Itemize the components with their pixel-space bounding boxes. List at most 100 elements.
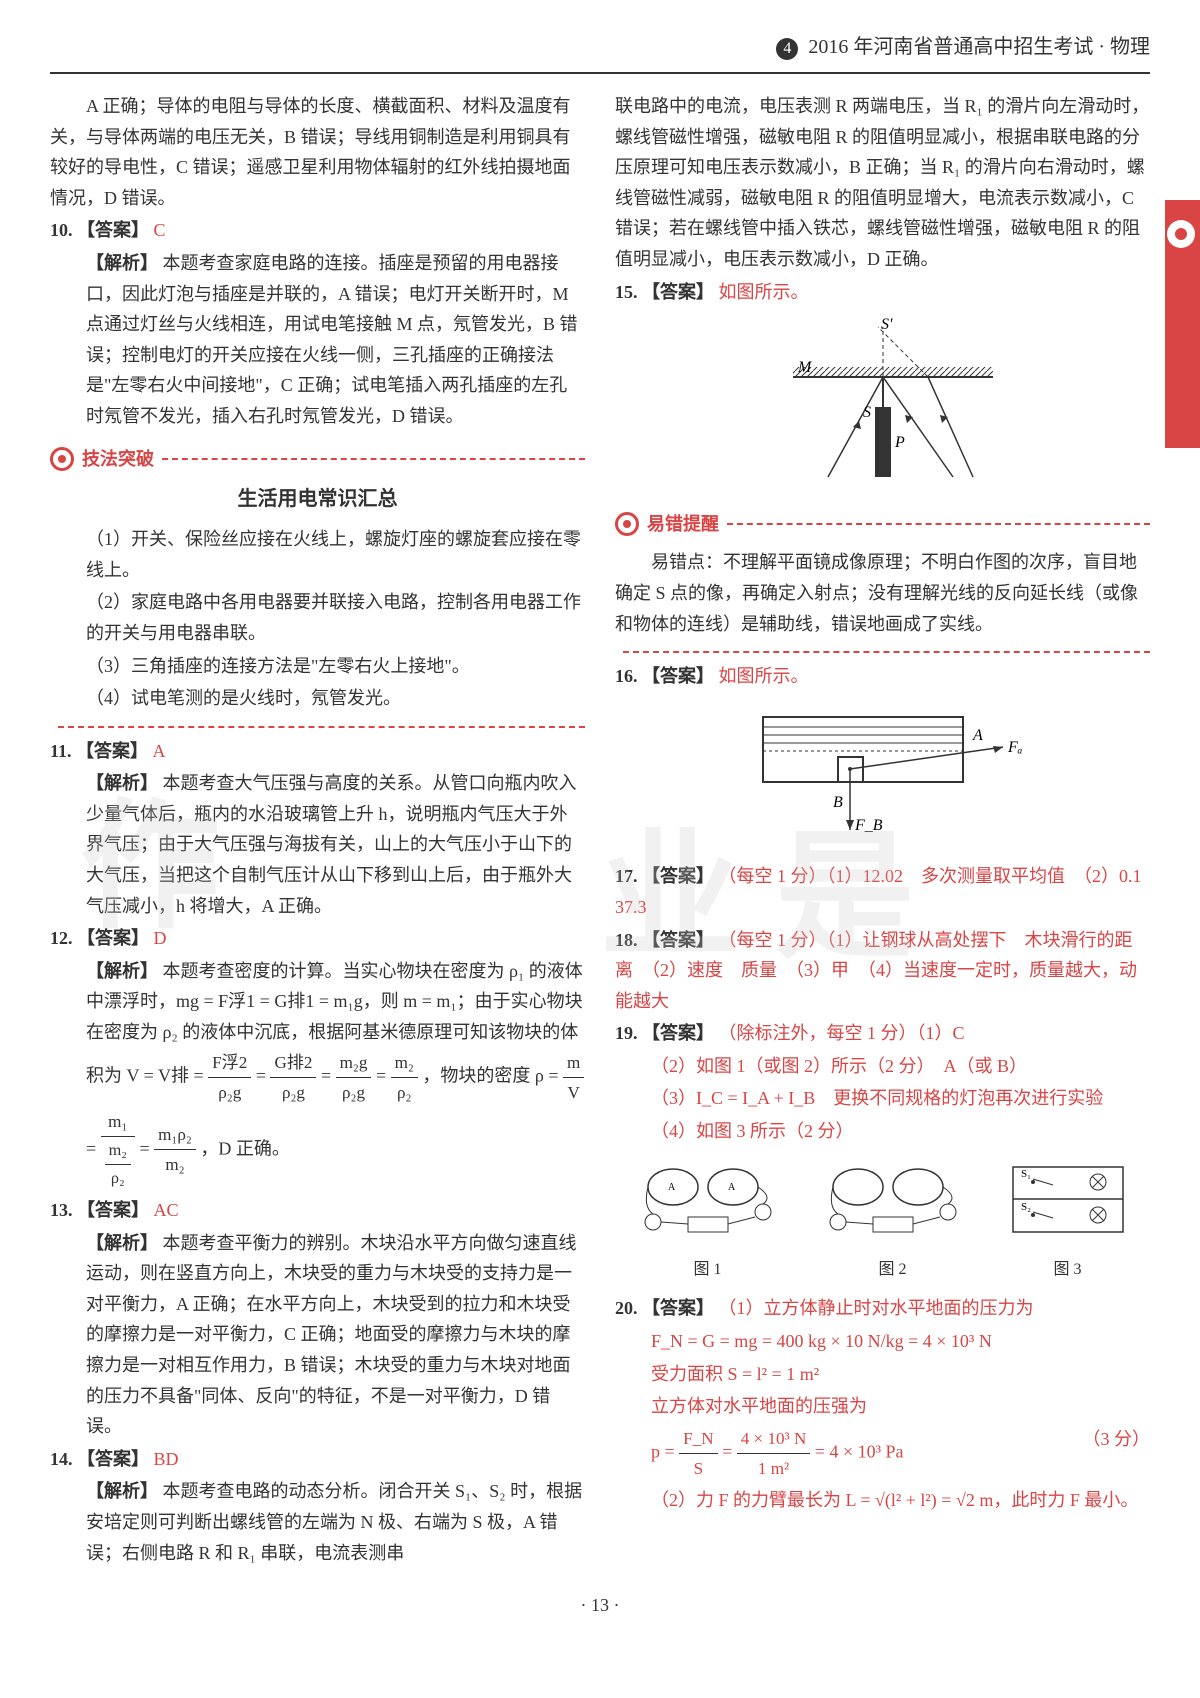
q15-figure: S' M S P <box>615 317 1150 497</box>
technique-marker: 技法突破 <box>50 444 585 475</box>
fraction: G排2ρ₂g <box>270 1048 316 1107</box>
q11-line: 11. 【答案】 A <box>50 736 585 767</box>
analysis-text-2: ，物块的密度 ρ = <box>422 1065 563 1085</box>
label-FB: F_B <box>854 817 883 834</box>
dash-line <box>727 523 1150 525</box>
target-icon <box>50 447 74 471</box>
page-header: 4 2016 年河南省普通高中招生考试 · 物理 <box>50 30 1150 74</box>
q14-line: 14. 【答案】 BD <box>50 1444 585 1475</box>
header-badge: 4 <box>776 38 798 60</box>
analysis-label: 【解析】 <box>86 1481 158 1501</box>
svg-text:A: A <box>668 1182 676 1193</box>
q20-l5: p = F_NS = 4 × 10³ N1 m² = 4 × 10³ Pa （3… <box>615 1424 1150 1483</box>
q-number: 13. <box>50 1200 73 1220</box>
q12-analysis: 【解析】 本题考查密度的计算。当实心物块在密度为 ρ₁ 的液体中漂浮时，mg =… <box>50 956 585 1193</box>
pre-text: A 正确；导体的电阻与导体的长度、横截面积、材料及温度有关，与导体两端的电压无关… <box>50 91 585 213</box>
q20-score: （3 分） <box>1083 1424 1151 1455</box>
q-number: 14. <box>50 1449 73 1469</box>
label-B: B <box>833 794 843 811</box>
answer-value: 如图所示。 <box>719 666 809 686</box>
svg-text:A: A <box>728 1182 736 1193</box>
answer-value: C <box>154 220 166 240</box>
answer-value: AC <box>154 1200 179 1220</box>
answer-label: 【答案】 <box>642 666 714 686</box>
page-number: · 13 · <box>50 1590 1150 1621</box>
q13-line: 13. 【答案】 AC <box>50 1195 585 1226</box>
answer-value: A <box>153 741 166 761</box>
q-number: 12. <box>50 928 73 948</box>
answer-value: D <box>154 928 167 948</box>
mistake-title: 易错提醒 <box>647 509 719 540</box>
fraction: m₁m₂ρ₂ <box>101 1107 135 1193</box>
q13-analysis: 【解析】 本题考查平衡力的辨别。木块沿水平方向做匀速直线运动，则在竖直方向上，木… <box>50 1228 585 1442</box>
answer-label: 【答案】 <box>642 866 714 886</box>
fig2-box: 图 2 <box>818 1157 968 1284</box>
mistake-text: 易错点：不理解平面镜成像原理；不明白作图的次序，盲目地确定 S 点的像，再确定入… <box>615 547 1150 639</box>
q-number: 18. <box>615 930 638 950</box>
technique-end <box>50 726 585 728</box>
q-number: 10. <box>50 220 73 240</box>
analysis-label: 【解析】 <box>86 1233 158 1253</box>
q14-analysis: 【解析】 本题考查电路的动态分析。闭合开关 S₁、S₂ 时，根据安培定则可判断出… <box>50 1476 585 1568</box>
q20-l4: 立方体对水平地面的压强为 <box>615 1391 1150 1422</box>
analysis-text: 本题考查大气压强与高度的关系。从管口向瓶内吹入少量气体后，瓶内的水沿玻璃管上升 … <box>86 773 577 915</box>
q-number: 19. <box>615 1023 638 1043</box>
q-number: 11. <box>50 741 72 761</box>
circuit-diagram-1: A A <box>633 1157 783 1247</box>
dash-line <box>162 458 585 460</box>
label-FA: Fₐ <box>1007 739 1023 756</box>
tech-item3: （3）三角插座的连接方法是"左零右火上接地"。 <box>50 651 585 682</box>
q17-line: 17. 【答案】 （每空 1 分）（1）12.02 多次测量取平均值 （2）0.… <box>615 861 1150 922</box>
fraction: F_NS <box>679 1424 717 1483</box>
label-M: M <box>797 359 813 376</box>
label-S: S <box>863 404 871 421</box>
fraction: m₁ρ₂m₂ <box>154 1120 196 1179</box>
fraction: mV <box>563 1048 584 1107</box>
tech-item4: （4）试电笔测的是火线时，氖管发光。 <box>50 683 585 714</box>
q-number: 17. <box>615 866 638 886</box>
circuit-diagram-3: S₁ S₂ <box>1003 1157 1133 1247</box>
answer-value: BD <box>154 1449 179 1469</box>
fig2-label: 图 2 <box>818 1256 968 1283</box>
mistake-marker: 易错提醒 <box>615 509 1150 540</box>
q20-l2: F_N = G = mg = 400 kg × 10 N/kg = 4 × 10… <box>615 1326 1150 1357</box>
fraction: F浮2ρ₂g <box>208 1048 251 1107</box>
answer-label: 【答案】 <box>642 1023 714 1043</box>
tech-item2: （2）家庭电路中各用电器要并联接入电路，控制各用电器工作的开关与用电器串联。 <box>50 587 585 648</box>
content-columns: A 正确；导体的电阻与导体的长度、横截面积、材料及温度有关，与导体两端的电压无关… <box>50 89 1150 1570</box>
svg-text:S₁: S₁ <box>1021 1168 1031 1180</box>
circuit-diagram-2 <box>818 1157 968 1247</box>
answer-label: 【答案】 <box>77 1200 149 1220</box>
q19-l3: （3）I_C = I_A + I_B 更换不同规格的灯泡再次进行实验 <box>615 1083 1150 1114</box>
left-column: A 正确；导体的电阻与导体的长度、横截面积、材料及温度有关，与导体两端的电压无关… <box>50 89 585 1570</box>
force-diagram: A Fₐ B F_B <box>733 702 1033 842</box>
q16-line: 16. 【答案】 如图所示。 <box>615 661 1150 692</box>
technique-title: 技法突破 <box>82 444 154 475</box>
svg-text:S₂: S₂ <box>1021 1201 1031 1213</box>
fraction: m₂gρ₂g <box>336 1048 372 1107</box>
q19-l4: （4）如图 3 所示（2 分） <box>615 1116 1150 1147</box>
summary-title: 生活用电常识汇总 <box>50 482 585 516</box>
q19-l1: （除标注外，每空 1 分）（1）C <box>719 1023 965 1043</box>
q19-figures: A A 图 1 图 2 <box>615 1157 1150 1284</box>
right-column: 联电路中的电流，电压表测 R 两端电压，当 R₁ 的滑片向左滑动时，螺线管磁性增… <box>615 89 1150 1570</box>
q12-line: 12. 【答案】 D <box>50 923 585 954</box>
q19-line: 19. 【答案】 （除标注外，每空 1 分）（1）C <box>615 1018 1150 1049</box>
q-number: 16. <box>615 666 638 686</box>
q20-l3: 受力面积 S = l² = 1 m² <box>615 1359 1150 1390</box>
answer-label: 【答案】 <box>642 930 714 950</box>
label-A: A <box>972 727 983 744</box>
fraction: m₂ρ₂ <box>391 1048 418 1107</box>
target-icon <box>615 512 639 536</box>
header-title: 2016 年河南省普通高中招生考试 · 物理 <box>808 36 1150 58</box>
fig1-label: 图 1 <box>633 1256 783 1283</box>
analysis-label: 【解析】 <box>86 961 158 981</box>
answer-label: 【答案】 <box>642 1298 714 1318</box>
analysis-label: 【解析】 <box>86 253 158 273</box>
answer-label: 【答案】 <box>77 220 149 240</box>
q10-analysis: 【解析】 本题考查家庭电路的连接。插座是预留的用电器接口，因此灯泡与插座是并联的… <box>50 248 585 432</box>
fig3-box: S₁ S₂ 图 3 <box>1003 1157 1133 1284</box>
q20-l6: （2）力 F 的力臂最长为 L = √(l² + l²) = √2 m，此时力 … <box>615 1485 1150 1516</box>
analysis-text: 本题考查电路的动态分析。闭合开关 S₁、S₂ 时，根据安培定则可判断出螺线管的左… <box>86 1481 582 1562</box>
label-Sp: S' <box>881 317 893 333</box>
